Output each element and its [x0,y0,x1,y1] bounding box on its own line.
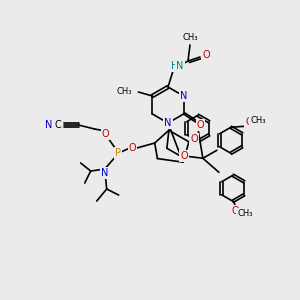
Text: O: O [129,143,136,153]
Text: N: N [164,118,172,128]
Text: O: O [102,129,110,139]
Text: O: O [231,206,239,216]
Text: CH₃: CH₃ [237,209,253,218]
Text: N: N [176,61,184,71]
Text: CH₃: CH₃ [250,116,266,125]
Text: N: N [101,168,108,178]
Text: P: P [115,148,121,158]
Text: O: O [190,134,198,144]
Text: O: O [197,120,204,130]
Text: N: N [45,120,52,130]
Text: O: O [245,117,253,127]
Text: O: O [202,50,210,60]
Text: CH₃: CH₃ [182,34,198,43]
Text: CH₃: CH₃ [117,86,132,95]
Text: O: O [180,151,188,161]
Text: H: H [171,61,179,71]
Text: N: N [180,91,187,101]
Text: C: C [54,120,61,130]
